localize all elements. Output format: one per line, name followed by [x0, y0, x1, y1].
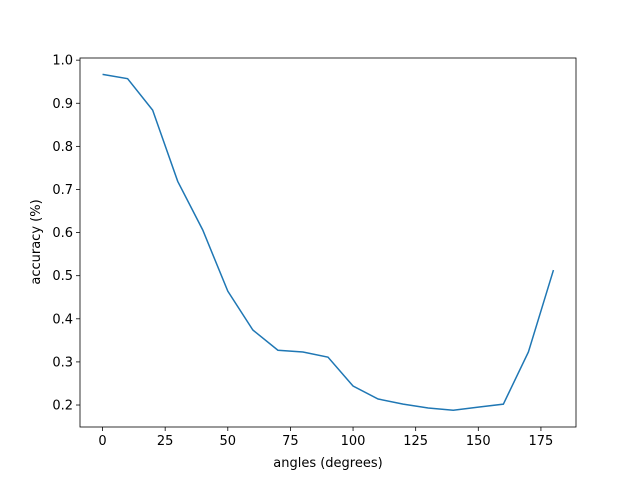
- x-tick-label: 100: [341, 434, 366, 449]
- x-tick-label: 25: [157, 434, 174, 449]
- y-axis-label: accuracy (%): [29, 199, 44, 284]
- x-tick-label: 50: [220, 434, 237, 449]
- y-tick-label: 0.3: [52, 355, 73, 370]
- y-tick-label: 0.6: [52, 226, 73, 241]
- x-tick-label: 75: [282, 434, 299, 449]
- x-tick-label: 150: [466, 434, 491, 449]
- x-tick-label: 125: [403, 434, 428, 449]
- y-tick-label: 0.9: [52, 97, 73, 112]
- data-line: [102, 73, 555, 411]
- y-tick-label: 0.4: [52, 312, 73, 327]
- x-axis-label: angles (degrees): [273, 456, 382, 471]
- y-tick-label: 0.2: [52, 399, 73, 414]
- axes-frame: [79, 57, 577, 428]
- y-tick-label: 1.0: [52, 54, 73, 69]
- y-tick-label: 0.7: [52, 183, 73, 198]
- x-tick-label: 175: [529, 434, 554, 449]
- x-tick-label: 0: [98, 434, 106, 449]
- y-tick-label: 0.5: [52, 269, 73, 284]
- y-tick-label: 0.8: [52, 140, 73, 155]
